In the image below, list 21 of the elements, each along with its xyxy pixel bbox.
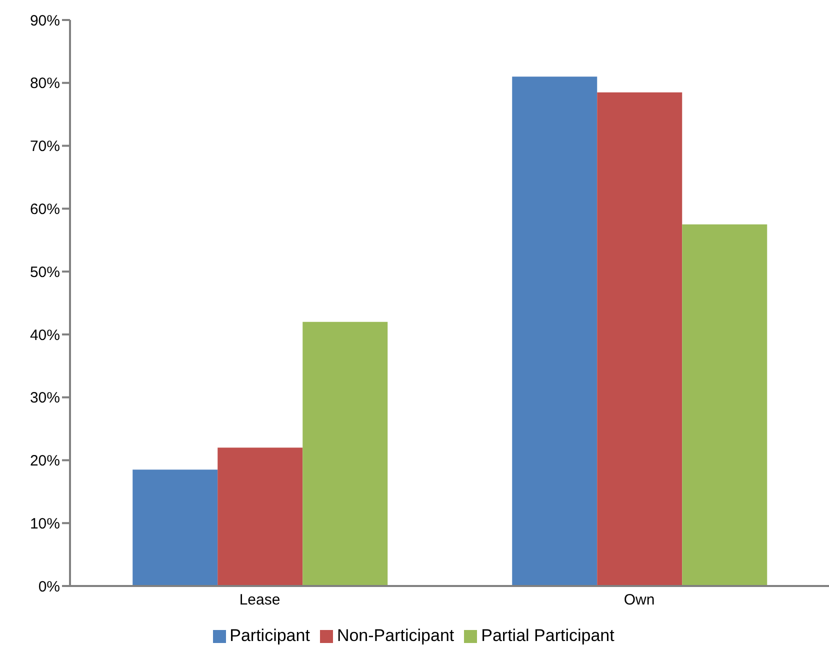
bar — [132, 470, 218, 586]
bar — [302, 322, 388, 586]
y-tick-label: 70% — [30, 138, 60, 156]
bar — [682, 224, 768, 586]
y-tick-label: 80% — [30, 75, 60, 92]
y-tick-label: 10% — [30, 515, 60, 532]
bar — [512, 76, 598, 586]
y-tick-label: 30% — [30, 390, 60, 407]
y-tick-label: 40% — [30, 326, 60, 344]
y-tick-label: 20% — [30, 452, 60, 470]
x-tick-label: Own — [624, 592, 655, 609]
legend-label: Partial Participant — [481, 626, 614, 645]
legend-label: Non-Participant — [336, 626, 454, 645]
x-tick-label: Lease — [239, 592, 280, 609]
y-tick-label: 0% — [38, 578, 60, 596]
y-tick-label: 60% — [30, 200, 60, 218]
y-tick-label: 50% — [30, 264, 60, 281]
bar — [218, 448, 303, 586]
bar — [597, 92, 682, 586]
legend-label: Participant — [230, 626, 310, 645]
y-tick-label: 90% — [30, 12, 60, 30]
